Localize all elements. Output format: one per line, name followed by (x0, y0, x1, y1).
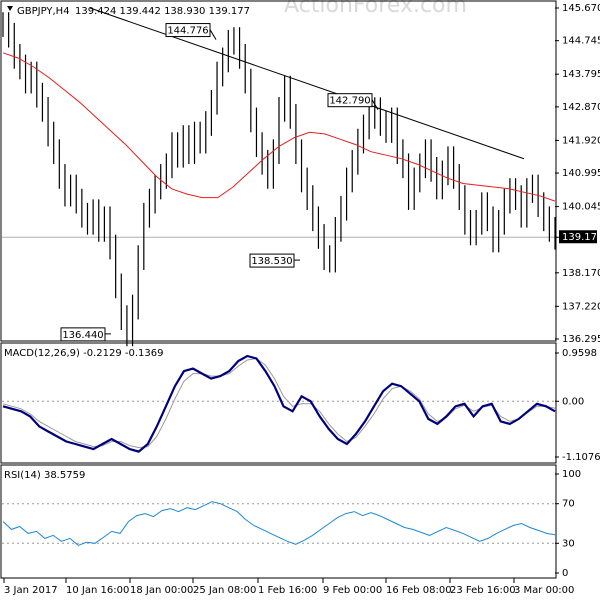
rsi-title: RSI(14) 38.5759 (4, 470, 85, 481)
time-tick-label: 3 Mar 00:00 (514, 585, 574, 596)
price-tick-label: 140.045 (562, 202, 600, 213)
macd-tick-label: -1.1076 (562, 452, 600, 463)
watermark-group: ActionForex.com (284, 0, 467, 18)
watermark-text: ActionForex.com (284, 0, 467, 18)
macd-panel: MACD(12,26,9) -0.2129 -0.1369 0.9598 0.00… (0, 342, 600, 464)
price-panel: GBPJPY,H4 139.424 139.442 138.930 139.17… (0, 0, 600, 347)
rsi-line (2, 501, 556, 546)
annotation-label: 138.530 (249, 253, 300, 268)
price-tick-label: 140.995 (562, 168, 600, 179)
macd-signal-line (2, 357, 556, 449)
time-tick-label: 25 Jan 08:00 (193, 585, 256, 596)
rsi-tick-label: 70 (562, 499, 575, 510)
price-ohlc: 139.424 139.442 138.930 139.177 (75, 6, 250, 17)
price-tick-label: 144.745 (562, 36, 600, 47)
price-title: GBPJPY,H4 (17, 6, 70, 17)
macd-panel-frame (0, 342, 557, 464)
price-tick-label: 139.177 (562, 232, 600, 243)
annotation-text: 136.440 (62, 330, 103, 341)
macd-line (2, 354, 556, 453)
time-tick-label: 9 Feb 00:00 (323, 585, 382, 596)
price-tick-label: 142.870 (562, 102, 600, 113)
price-tick-label: 145.670 (562, 3, 600, 14)
annotation-leader (371, 99, 379, 110)
price-tick-label: 137.220 (562, 301, 600, 312)
annotation-text: 142.790 (329, 96, 370, 107)
price-layer: 144.776 142.790 138.530 136.440 (2, 7, 556, 347)
sma-line (2, 52, 556, 202)
annotation-text: 138.530 (251, 256, 292, 267)
time-axis: 3 Jan 2017 10 Jan 16:00 18 Jan 00:00 25 Jan… (3, 578, 574, 596)
trendline (89, 7, 525, 160)
price-tick-label: 138.170 (562, 268, 600, 279)
annotation-text: 144.776 (167, 26, 208, 37)
rsi-panel: RSI(14) 38.5759 100 70 30 0 (0, 464, 581, 579)
annotation-label: 136.440 (60, 327, 111, 342)
macd-tick-label: 0.00 (562, 396, 584, 407)
price-tick-label: 136.295 (562, 334, 600, 345)
time-tick-label: 1 Feb 16:00 (258, 585, 317, 596)
current-price-marker (559, 230, 597, 244)
time-tick-label: 3 Jan 2017 (4, 585, 58, 596)
price-tick-label: 141.920 (562, 135, 600, 146)
rsi-tick-label: 30 (562, 538, 575, 549)
annotation-label: 142.790 (327, 93, 379, 110)
collapse-arrow-icon[interactable] (7, 6, 13, 11)
macd-layer (2, 354, 556, 453)
macd-title: MACD(12,26,9) -0.2129 -0.1369 (4, 348, 164, 359)
rsi-tick-label: 100 (562, 469, 581, 480)
time-tick-label: 23 Feb 16:00 (450, 585, 516, 596)
time-tick-label: 18 Jan 00:00 (130, 585, 193, 596)
rsi-tick-label: 0 (562, 568, 568, 579)
price-axis: 145.670 144.745 143.795 142.870 141.920 140.9… (555, 3, 600, 345)
macd-axis: 0.9598 0.00 -1.1076 (555, 348, 600, 463)
macd-tick-label: 0.9598 (562, 348, 597, 359)
rsi-panel-frame (0, 464, 557, 579)
rsi-layer (2, 501, 556, 546)
annotation-label: 144.776 (165, 23, 217, 40)
annotation-leader (209, 29, 217, 40)
rsi-axis: 100 70 30 0 (555, 469, 581, 579)
price-panel-frame (0, 0, 557, 342)
time-tick-label: 16 Feb 08:00 (386, 585, 452, 596)
price-tick-label: 143.795 (562, 69, 600, 80)
time-tick-label: 10 Jan 16:00 (66, 585, 129, 596)
